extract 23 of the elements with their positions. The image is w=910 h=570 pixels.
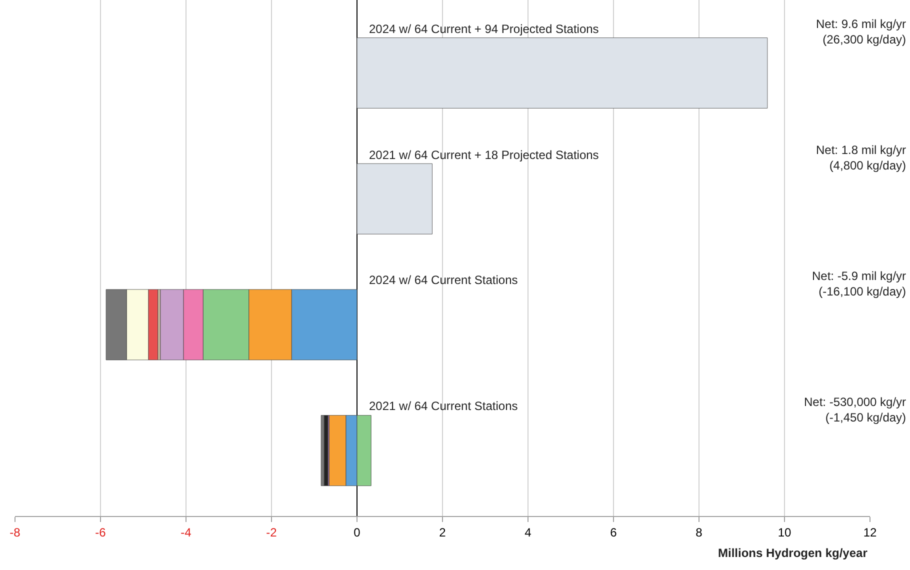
y-tick-label: 2021 w/ 64 Current + 18 Projected Stations bbox=[369, 148, 599, 162]
bar bbox=[356, 163, 432, 234]
x-tick-label: 12 bbox=[863, 525, 877, 540]
x-tick-label: 8 bbox=[696, 525, 703, 540]
x-tick-label: 4 bbox=[524, 525, 532, 540]
x-tick-label: -8 bbox=[10, 525, 21, 540]
x-tick-label: 6 bbox=[610, 525, 618, 540]
bar bbox=[320, 415, 324, 486]
x-tick-label: 2 bbox=[439, 525, 446, 540]
annotation: Net: -530,000 kg/yr (-1,450 kg/day) bbox=[804, 395, 906, 425]
bar bbox=[356, 38, 768, 108]
x-tick-label: 0 bbox=[354, 525, 361, 540]
y-tick-label: 2021 w/ 64 Current Stations bbox=[369, 399, 518, 413]
y-tick-label: 2024 w/ 64 Current + 94 Projected Stations bbox=[369, 22, 599, 36]
annotation: Net: 1.8 mil kg/yr (4,800 kg/day) bbox=[816, 143, 906, 173]
y-tick-label: 2024 w/ 64 Current Stations bbox=[369, 273, 518, 287]
x-tick-label: -6 bbox=[95, 525, 106, 540]
x-tick-label: 10 bbox=[778, 525, 792, 540]
x-axis-title: Millions Hydrogen kg/year bbox=[718, 546, 868, 560]
annotation: Net: -5.9 mil kg/yr (-16,100 kg/day) bbox=[812, 269, 906, 299]
x-tick-label: -2 bbox=[266, 525, 278, 540]
annotation: Net: 9.6 mil kg/yr (26,300 kg/day) bbox=[816, 17, 906, 47]
x-tick-label: -4 bbox=[180, 525, 192, 540]
